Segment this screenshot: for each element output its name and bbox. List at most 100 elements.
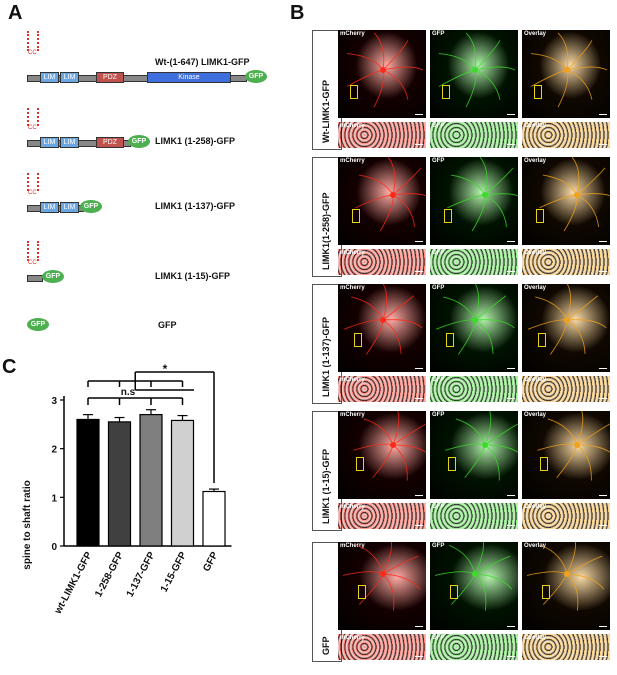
- row-label-frame: GFP: [312, 542, 342, 662]
- micrograph-overlay: Overlay: [522, 411, 610, 499]
- row-label-frame: LIMK1 (1-137)-GFP: [312, 284, 342, 404]
- panel-c: C 0 1 2 3 wt-LIMK1-GFP 1-258-GFP 1-137-GFP 1-15…: [0, 350, 300, 670]
- scale-bar: [415, 271, 423, 272]
- zoom-strip-mcherry: mCherry: [338, 503, 426, 529]
- micrograph-gfp: GFP: [430, 411, 518, 499]
- construct-label: Wt-(1-647) LIMK1-GFP: [155, 57, 250, 67]
- cc-label: CC: [28, 50, 37, 56]
- neuron-dendrites: [434, 542, 513, 611]
- channel-label: GFP: [432, 504, 445, 510]
- scale-bar: [599, 398, 607, 399]
- kinase-domain: Kinase: [147, 72, 231, 83]
- scale-bar: [415, 241, 423, 242]
- zoom-strip-mcherry: mCherry: [338, 122, 426, 148]
- scale-bar: [507, 241, 515, 242]
- neuron-dendrites: [537, 411, 610, 481]
- zoom-strip-gfp: GFP: [430, 249, 518, 275]
- channel-label: GFP: [432, 635, 445, 641]
- channel-label: GFP: [432, 31, 445, 37]
- micrograph-overlay: Overlay: [522, 542, 610, 630]
- neuron-dendrites: [344, 284, 423, 355]
- construct-wt: CC LIM LIM PDZ Kinase GFP Wt-(1-647) LIM…: [0, 31, 300, 95]
- neuron-dendrites: [447, 157, 518, 232]
- channel-label: Overlay: [524, 250, 547, 256]
- y-axis-label: spine to shaft ratio: [22, 480, 33, 569]
- scale-bar: [507, 144, 515, 145]
- roi-box: [354, 333, 362, 347]
- neuron-dendrites: [539, 157, 610, 232]
- zoom-strip-overlay: Overlay: [522, 122, 610, 148]
- scale-bar: [415, 495, 423, 496]
- lim-domain-2: LIM: [60, 202, 79, 213]
- scale-bar: [599, 656, 607, 657]
- scale-bar: [507, 656, 515, 657]
- row-label-frame: LIMK1 (1-15)-GFP: [312, 411, 342, 531]
- roi-box: [446, 333, 454, 347]
- channel-label: Overlay: [524, 123, 547, 129]
- channel-label: Overlay: [524, 504, 547, 510]
- gfp-tag: GFP: [128, 135, 150, 148]
- channel-label: Overlay: [524, 412, 547, 418]
- y-tick-label: 3: [51, 396, 57, 407]
- scale-bar: [599, 241, 607, 242]
- neuron-dendrites: [436, 284, 515, 355]
- roi-box: [358, 585, 366, 599]
- cc-label: CC: [28, 190, 37, 196]
- channel-label: mCherry: [340, 123, 365, 129]
- neuron-dendrites: [445, 411, 518, 481]
- coiled-coil-icon: [27, 173, 39, 191]
- x-tick-label: 1-258-GFP: [93, 550, 126, 599]
- scale-bar: [507, 525, 515, 526]
- gfp-tag: GFP: [42, 270, 64, 283]
- channel-label: mCherry: [340, 543, 365, 549]
- pdz-domain: PDZ: [96, 137, 124, 148]
- channel-label: Overlay: [524, 377, 547, 383]
- roi-box: [352, 209, 360, 223]
- construct-1-15: CC GFP LIMK1 (1-15)-GFP: [0, 241, 300, 295]
- scale-bar: [599, 626, 607, 627]
- channel-label: GFP: [432, 158, 445, 164]
- coiled-coil-icon: [27, 108, 39, 126]
- construct-label: LIMK1 (1-15)-GFP: [155, 271, 231, 281]
- neuron-dendrites: [342, 542, 421, 611]
- lim-domain-1: LIM: [40, 137, 59, 148]
- scale-bar: [507, 271, 515, 272]
- roi-box: [350, 85, 358, 99]
- channel-label: mCherry: [340, 504, 365, 510]
- roi-box: [444, 209, 452, 223]
- channel-label: mCherry: [340, 158, 365, 164]
- channel-label: Overlay: [524, 158, 547, 164]
- zoom-strip-overlay: Overlay: [522, 634, 610, 660]
- micrograph-mcherry: mCherry: [338, 284, 426, 372]
- micrograph-gfp: GFP: [430, 284, 518, 372]
- channel-label: GFP: [432, 543, 445, 549]
- roi-box: [448, 457, 456, 471]
- zoom-strip-mcherry: mCherry: [338, 249, 426, 275]
- channel-label: Overlay: [524, 31, 547, 37]
- significance-ns: n.s: [121, 387, 136, 398]
- coiled-coil-icon: [27, 31, 39, 51]
- x-tick-label: wt-LIMK1-GFP: [52, 550, 94, 617]
- micrograph-gfp: GFP: [430, 157, 518, 245]
- channel-label: mCherry: [340, 250, 365, 256]
- significance-star: *: [163, 362, 168, 376]
- micrograph-mcherry: mCherry: [338, 542, 426, 630]
- row-label: LIMK1(1-258)-GFP: [321, 192, 331, 270]
- x-tick-label: GFP: [201, 550, 221, 574]
- roi-box: [450, 585, 458, 599]
- micrograph-gfp: GFP: [430, 30, 518, 118]
- roi-box: [536, 209, 544, 223]
- roi-box: [442, 85, 450, 99]
- zoom-strip-overlay: Overlay: [522, 249, 610, 275]
- lim-domain-2: LIM: [60, 72, 79, 83]
- channel-label: mCherry: [340, 285, 365, 291]
- y-tick-label: 0: [51, 542, 57, 553]
- scale-bar: [507, 368, 515, 369]
- channel-label: GFP: [432, 377, 445, 383]
- row-label: LIMK1 (1-15)-GFP: [321, 448, 331, 524]
- row-label: Wt-LIMK1-GFP: [321, 80, 331, 143]
- scale-bar: [599, 495, 607, 496]
- scale-bar: [599, 144, 607, 145]
- scale-bar: [599, 271, 607, 272]
- x-tick-label: 1-15-GFP: [159, 550, 189, 594]
